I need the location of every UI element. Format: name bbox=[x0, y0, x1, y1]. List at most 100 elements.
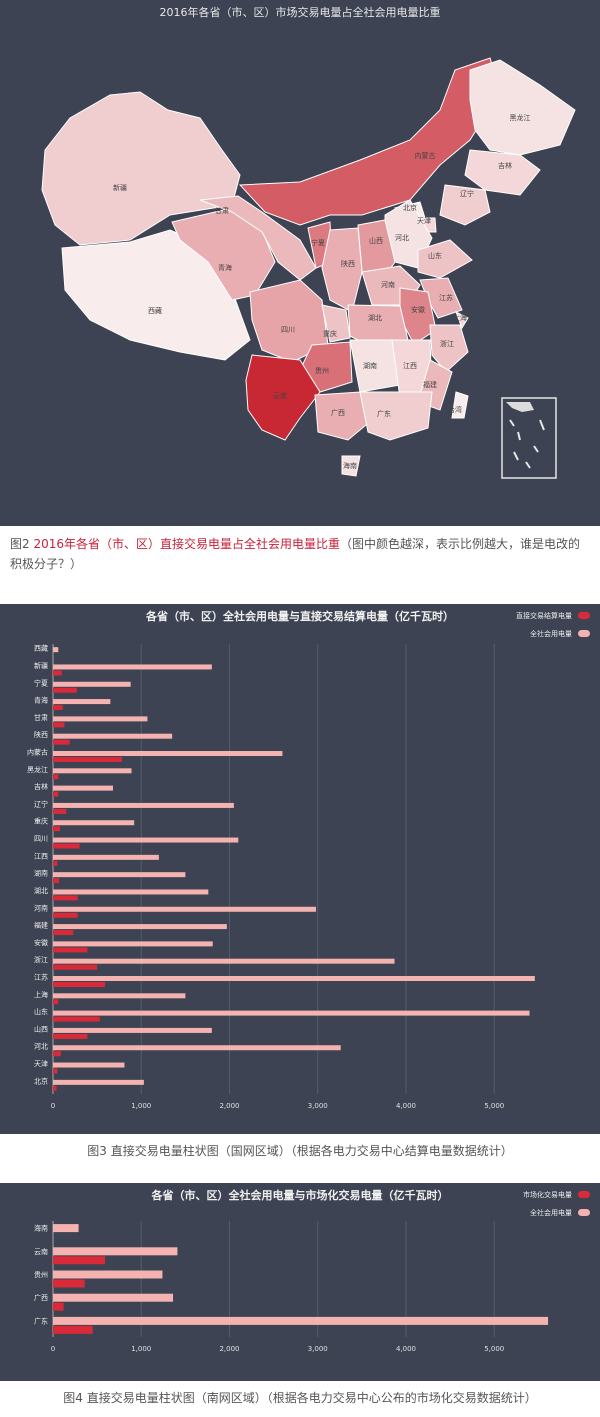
x-tick-label: 4,000 bbox=[396, 1102, 416, 1110]
map-label: 四川 bbox=[281, 326, 295, 334]
map-label: 台湾 bbox=[448, 405, 462, 414]
map-label: 江西 bbox=[403, 362, 417, 370]
category-label: 四川 bbox=[34, 835, 48, 843]
category-label: 贵州 bbox=[34, 1270, 48, 1279]
x-tick-label: 2,000 bbox=[219, 1102, 239, 1110]
bar-total-江西 bbox=[53, 854, 159, 860]
bar-market-贵州 bbox=[53, 1279, 85, 1288]
region-台湾 bbox=[451, 391, 469, 419]
bar-total-安徽 bbox=[53, 941, 213, 947]
map-label: 青海 bbox=[218, 263, 232, 272]
map-label: 湖南 bbox=[363, 361, 377, 370]
region-西藏 bbox=[61, 229, 251, 361]
map-label: 海南 bbox=[343, 461, 357, 470]
map-label: 上海 bbox=[453, 313, 467, 322]
bar-total-甘肃 bbox=[53, 716, 148, 722]
bar-total-河北 bbox=[53, 1045, 341, 1051]
bar-total-宁夏 bbox=[53, 681, 131, 687]
map-label: 辽宁 bbox=[460, 189, 474, 198]
bar-market-江西 bbox=[53, 860, 58, 866]
bar-market-江苏 bbox=[53, 982, 106, 987]
map-label: 广西 bbox=[331, 408, 345, 417]
bar-market-甘肃 bbox=[53, 722, 65, 728]
region-海南 bbox=[341, 455, 361, 477]
legend-label: 全社会用电量 bbox=[530, 629, 572, 638]
legend-swatch bbox=[578, 1191, 590, 1198]
category-label: 山西 bbox=[34, 1024, 48, 1033]
category-label: 河南 bbox=[34, 903, 48, 912]
figure4-caption: 图4 直接交易电量柱状图（南网区域）（根据各电力交易中心公布的市场化交易数据统计… bbox=[63, 1391, 537, 1405]
bar-market-青海 bbox=[53, 705, 63, 711]
map-label: 贵州 bbox=[315, 366, 329, 375]
map-label: 江苏 bbox=[439, 293, 453, 302]
category-label: 广东 bbox=[34, 1316, 48, 1325]
legend-swatch bbox=[578, 1209, 590, 1216]
chart4: 各省（市、区）全社会用电量与市场化交易电量（亿千瓦时） 市场化交易电量全社会用电量… bbox=[34, 1188, 590, 1353]
category-label: 吉林 bbox=[34, 782, 48, 791]
map-title: 2016年各省（市、区）市场交易电量占全社会用电量比重 bbox=[160, 5, 441, 19]
map-label: 新疆 bbox=[113, 183, 127, 192]
chart-title: 各省（市、区）全社会用电量与直接交易结算电量（亿千瓦时） bbox=[145, 609, 454, 623]
bar-market-湖南 bbox=[53, 878, 60, 884]
category-label: 宁夏 bbox=[34, 678, 48, 687]
bar-market-山东 bbox=[53, 1016, 100, 1022]
bar-total-新疆 bbox=[53, 664, 212, 670]
bar-total-湖北 bbox=[53, 889, 209, 895]
x-tick-label: 5,000 bbox=[484, 1345, 504, 1353]
x-tick-label: 2,000 bbox=[219, 1345, 239, 1353]
bar-total-广东 bbox=[53, 1316, 549, 1325]
map-label: 重庆 bbox=[323, 329, 337, 338]
bar-market-浙江 bbox=[53, 964, 98, 970]
region-浙江 bbox=[429, 324, 469, 373]
south-sea-inset bbox=[501, 397, 557, 479]
map-label: 安徽 bbox=[411, 305, 425, 314]
category-label: 黑龙江 bbox=[27, 765, 48, 774]
bar-market-安徽 bbox=[53, 947, 88, 953]
x-tick-label: 3,000 bbox=[308, 1102, 328, 1110]
bar-market-吉林 bbox=[53, 791, 59, 797]
bar-market-内蒙古 bbox=[53, 757, 122, 762]
region-辽宁 bbox=[439, 184, 491, 226]
category-label: 湖北 bbox=[34, 886, 48, 895]
x-tick-label: 1,000 bbox=[131, 1102, 151, 1110]
bar-total-湖南 bbox=[53, 872, 186, 878]
region-重庆 bbox=[321, 304, 351, 343]
region-上海 bbox=[455, 310, 469, 330]
bar-market-湖北 bbox=[53, 895, 78, 901]
region-新疆 bbox=[41, 91, 241, 246]
region-黑龙江 bbox=[469, 59, 576, 156]
region-广东 bbox=[359, 391, 433, 441]
category-label: 河北 bbox=[34, 1043, 48, 1051]
category-label: 云南 bbox=[34, 1247, 48, 1256]
bar-total-云南 bbox=[53, 1247, 178, 1256]
caption-rest: （图中颜色越深，表示比例越大，谁是电改的积极分子？） bbox=[10, 537, 581, 571]
map-label: 云南 bbox=[273, 391, 287, 400]
map-label: 山西 bbox=[369, 236, 383, 245]
region-陕西 bbox=[321, 227, 363, 313]
bar-market-福建 bbox=[53, 930, 74, 936]
category-label: 内蒙古 bbox=[27, 748, 48, 757]
bar-total-北京 bbox=[53, 1079, 144, 1085]
region-云南 bbox=[245, 354, 321, 441]
category-label: 重庆 bbox=[34, 817, 48, 826]
bar-market-广西 bbox=[53, 1302, 64, 1311]
chart4-panel: 各省（市、区）全社会用电量与市场化交易电量（亿千瓦时） 市场化交易电量 全社会用电量… bbox=[0, 1183, 600, 1381]
map-label: 福建 bbox=[423, 380, 437, 389]
bar-market-天津 bbox=[53, 1068, 58, 1074]
x-tick-label: 5,000 bbox=[484, 1102, 504, 1110]
bar-market-宁夏 bbox=[53, 687, 77, 693]
map-label: 陕西 bbox=[341, 259, 355, 268]
bar-market-河北 bbox=[53, 1051, 61, 1057]
chart3-panel: 各省（市、区）全社会用电量与直接交易结算电量（亿千瓦时） 直接交易结算电量 全社会用… bbox=[0, 604, 600, 1134]
category-label: 西藏 bbox=[34, 644, 48, 653]
category-label: 浙江 bbox=[34, 955, 48, 964]
legend-swatch bbox=[578, 612, 590, 619]
bar-total-山西 bbox=[53, 1027, 212, 1033]
chart3: 各省（市、区）全社会用电量与直接交易结算电量（亿千瓦时） 直接交易结算电量全社会用… bbox=[27, 609, 590, 1110]
category-label: 天津 bbox=[34, 1060, 48, 1068]
category-label: 北京 bbox=[34, 1076, 48, 1085]
map-label: 黑龙江 bbox=[510, 113, 531, 122]
x-tick-label: 3,000 bbox=[308, 1345, 328, 1353]
map-label: 浙江 bbox=[440, 339, 454, 348]
